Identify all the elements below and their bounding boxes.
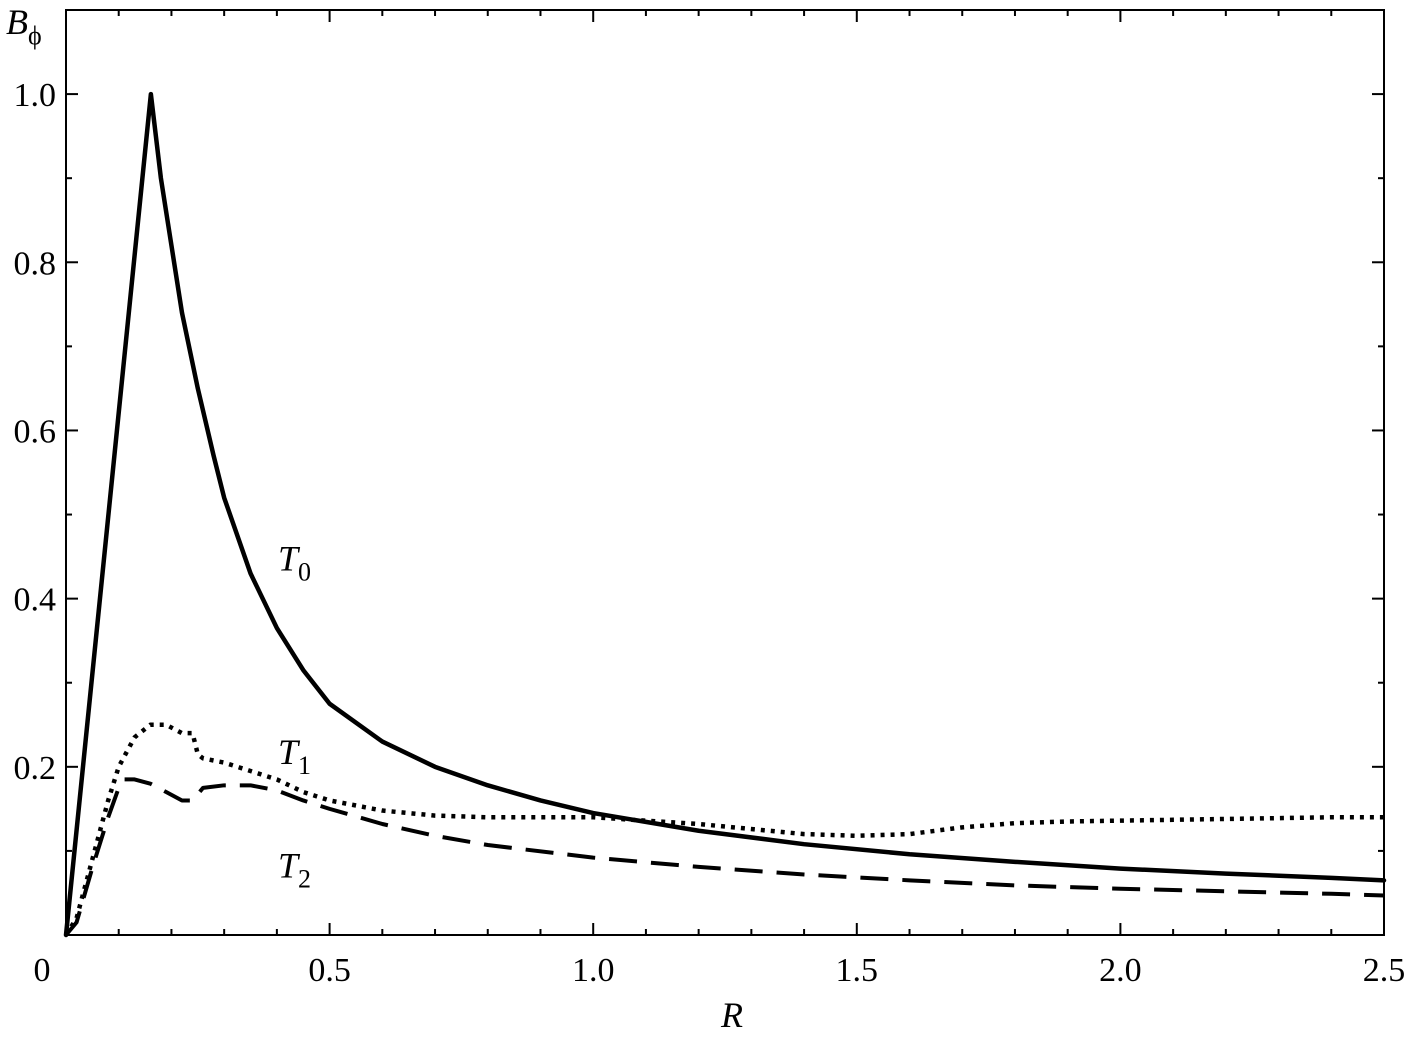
series-line-t1: [64, 722, 1384, 937]
series-label-t0: T0: [278, 539, 311, 587]
axis-ticks: [65, 9, 1385, 935]
y-tick-label: 0.4: [14, 582, 57, 619]
x-axis-label: R: [720, 995, 743, 1035]
series-lines: [63, 91, 1387, 938]
series-line-t0: [63, 91, 1387, 938]
y-axis-label-sub: ϕ: [28, 21, 42, 50]
y-tick-label: 1.0: [14, 77, 57, 114]
series-label-sub: 0: [298, 558, 311, 587]
tick-labels: 0.5 1.0 1.5 2.0 2.5 0.2 0.4 0.6 0.8 1.0 0: [14, 77, 1406, 989]
origin-label: 0: [34, 952, 51, 989]
x-tick-label: 1.0: [572, 952, 615, 989]
y-tick-label: 0.2: [14, 750, 57, 787]
y-tick-label: 0.8: [14, 245, 57, 282]
x-tick-label: 1.5: [836, 952, 879, 989]
y-tick-label: 0.6: [14, 413, 57, 450]
series-label-sub: 2: [298, 865, 311, 894]
series-line-t2: [64, 777, 1385, 937]
x-tick-label: 2.0: [1099, 952, 1142, 989]
x-tick-label: 0.5: [308, 952, 351, 989]
series-label-sub: 1: [298, 751, 311, 780]
series-label-t1: T1: [278, 732, 311, 780]
x-tick-label: 2.5: [1363, 952, 1406, 989]
y-axis-label: Bϕ: [6, 2, 42, 50]
series-label-main: T: [278, 539, 301, 579]
series-label-t2: T2: [278, 846, 311, 894]
series-label-main: T: [278, 732, 301, 772]
y-axis-label-main: B: [6, 2, 28, 42]
series-label-main: T: [278, 846, 301, 886]
plot-frame: [65, 9, 1385, 936]
